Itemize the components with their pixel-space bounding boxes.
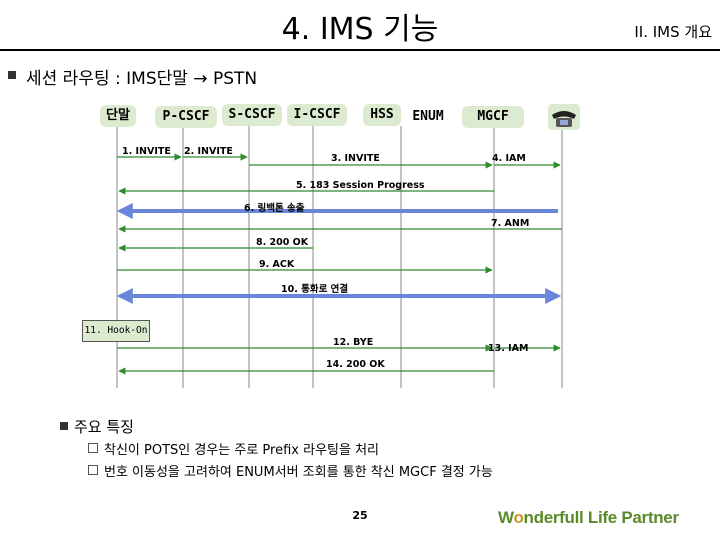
features-title: 주요 특징 <box>74 418 134 436</box>
label-m9: 9. ACK <box>259 259 295 270</box>
label-m1: 1. INVITE <box>122 146 171 157</box>
label-m5: 5. 183 Session Progress <box>296 180 425 191</box>
brand-mark: o <box>513 508 524 527</box>
label-m10: 10. 통화로 연결 <box>281 284 349 295</box>
label-m14: 14. 200 OK <box>326 359 385 370</box>
title-divider <box>0 49 720 51</box>
brand-logo: Wonderfull Life Partner <box>498 508 679 528</box>
label-m13: 13. IAM <box>488 343 529 354</box>
bullet-icon <box>8 71 16 79</box>
features-bullet-icon <box>60 422 68 430</box>
label-m11: 11. Hook-On <box>82 320 150 342</box>
lifelines <box>116 126 563 388</box>
page-title: 4. IMS 기능 <box>281 12 439 47</box>
node-hss: HSS <box>363 104 401 126</box>
node-terminal: 단말 <box>100 105 136 127</box>
label-m3: 3. INVITE <box>331 153 380 164</box>
telephone-icon <box>547 103 581 131</box>
label-m4: 4. IAM <box>492 153 526 164</box>
node-enum: ENUM <box>412 109 444 124</box>
page-number: 25 <box>352 509 368 522</box>
node-pcscf: P-CSCF <box>155 106 217 128</box>
node-mgcf: MGCF <box>462 106 524 128</box>
label-m12: 12. BYE <box>333 337 374 348</box>
flow-heading: 세션 라우팅 : IMS단말 → PSTN <box>26 69 258 89</box>
label-m6: 6. 링백톤 송출 <box>244 203 305 214</box>
label-m7: 7. ANM <box>491 218 530 229</box>
label-m2: 2. INVITE <box>184 146 233 157</box>
label-m8: 8. 200 OK <box>256 237 309 248</box>
checkbox-bullet-icon <box>88 465 98 475</box>
checkbox-bullet-icon <box>88 443 98 453</box>
brand-initial: W <box>498 508 514 527</box>
feature-item: 착신이 POTS인 경우는 주로 Prefix 라우팅을 처리 <box>88 439 379 458</box>
feature-text: 착신이 POTS인 경우는 주로 Prefix 라우팅을 처리 <box>104 443 380 458</box>
node-icscf: I-CSCF <box>287 104 347 126</box>
feature-item: 번호 이동성을 고려하여 ENUM서버 조회를 통한 착신 MGCF 결정 가능 <box>88 461 493 480</box>
feature-text: 번호 이동성을 고려하여 ENUM서버 조회를 통한 착신 MGCF 결정 가능 <box>104 465 493 480</box>
brand-text: nderfull Life Partner <box>523 508 680 527</box>
section-label: II. IMS 개요 <box>634 23 712 41</box>
node-scscf: S-CSCF <box>222 104 282 126</box>
